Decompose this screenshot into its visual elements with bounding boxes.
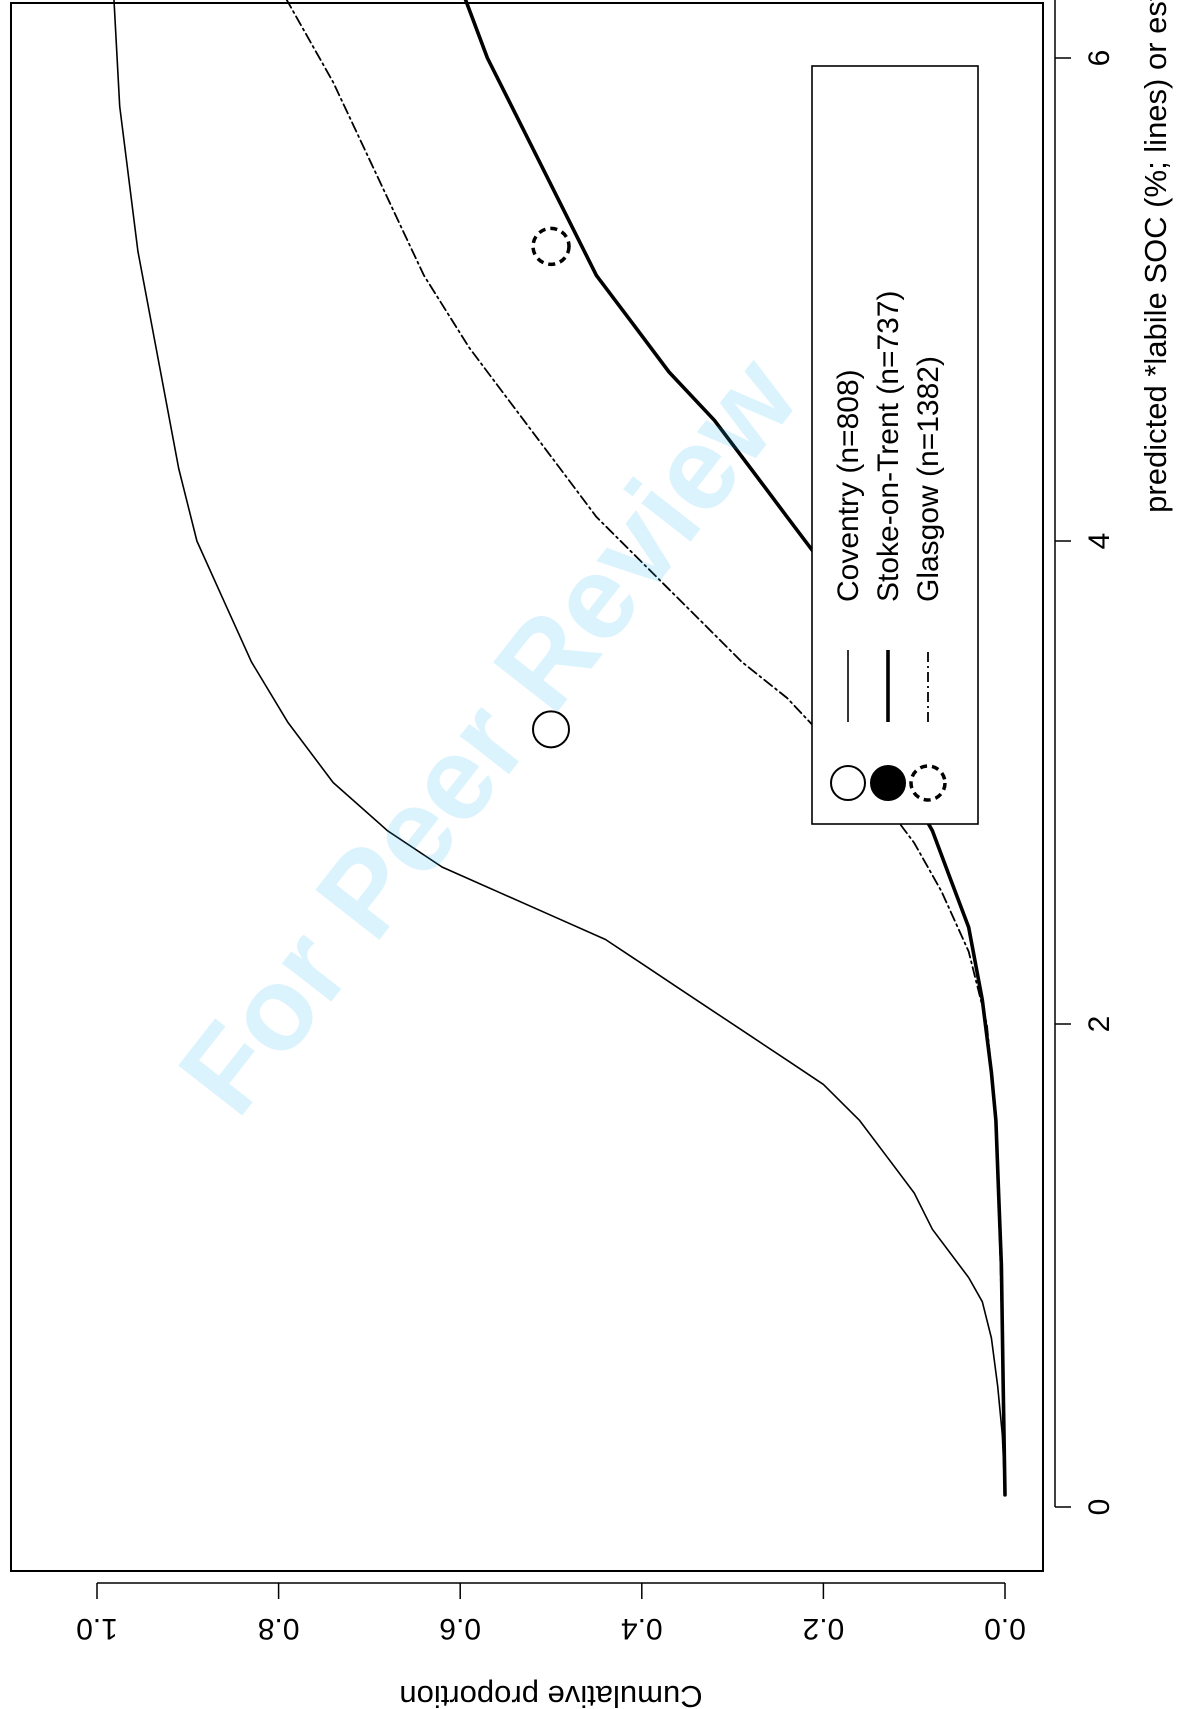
x-tick-label-6: 6 [1083, 50, 1116, 67]
symbol-marker-1 [532, 710, 570, 749]
y-tick-label-0.2: 0.2 [803, 1612, 845, 1645]
y-tick-label-0.6: 0.6 [439, 1612, 481, 1645]
legend-label-2: Stoke-on-Trent (n=737) [872, 290, 905, 602]
x-tick-label-2: 2 [1083, 1016, 1116, 1033]
series-line-3 [285, 0, 1006, 1496]
legend-symbol-3 [909, 764, 947, 802]
legend-label-3: Glasgow (n=1382) [912, 356, 945, 602]
series-line-1 [113, 0, 1006, 1496]
series-line-2 [463, 0, 1007, 1497]
y-tick-label-0.8: 0.8 [258, 1612, 300, 1645]
series-symbols [531, 226, 571, 749]
legend-symbol-2 [870, 765, 906, 801]
symbol-marker-3 [531, 226, 571, 267]
y-axis-title: Cumulative proportion [399, 1679, 702, 1709]
x-tick-label-4: 4 [1083, 533, 1116, 550]
y-tick-label-1.0: 1.0 [76, 1612, 118, 1645]
legend-label-1: Coventry (n=808) [832, 369, 865, 602]
x-axis-title: predicted *labile SOC (%; lines) or esti… [1138, 0, 1173, 513]
y-tick-label-0.4: 0.4 [621, 1612, 663, 1645]
legend-box [811, 65, 979, 825]
legend-symbol-1 [830, 765, 866, 801]
series-lines [113, 0, 1007, 1497]
plot-frame [10, 2, 1044, 1572]
x-tick-label-0: 0 [1083, 1499, 1116, 1516]
y-tick-label-0.0: 0.0 [984, 1612, 1026, 1645]
legend: Coventry (n=808) Stoke-on-Trent (n=737) Gl… [811, 65, 979, 825]
axes: 024681012predicted *labile SOC (%; lines… [76, 0, 1173, 1709]
